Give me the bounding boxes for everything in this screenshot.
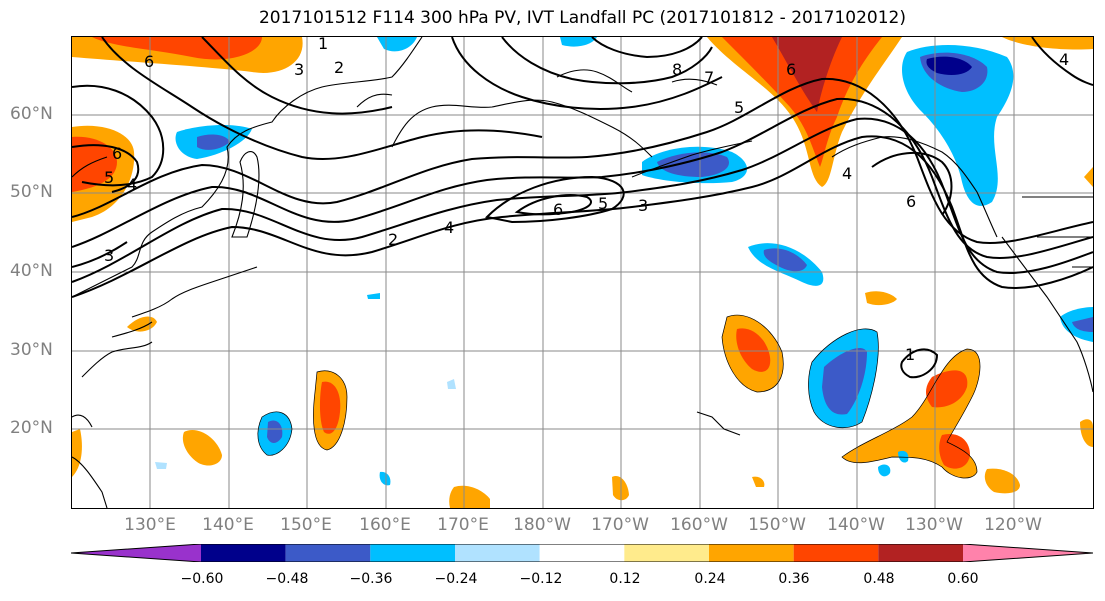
colorbar-swatch [201,544,286,562]
lon-label-140w: 140°W [827,515,885,535]
lon-label-160e: 160°E [359,515,411,535]
colorbar-swatch [709,544,794,562]
colorbar-tick: 0.12 [609,571,641,587]
pv-label-5b: 5 [598,194,608,213]
colorbar-swatch [455,544,540,562]
map-panel: 1 2 3 6 6 5 4 3 2 4 6 5 3 8 7 6 5 4 6 1 … [71,36,1094,509]
colorbar-tick: 0.48 [863,571,895,587]
negative-anomaly-shading [155,37,1093,486]
pv-label-6b: 6 [112,144,122,163]
pv-label-3: 3 [294,60,304,79]
lat-label-40n: 40°N [10,261,53,281]
lat-label-60n: 60°N [10,104,53,124]
colorbar-swatch [793,544,879,562]
pv-label-8: 8 [672,60,682,79]
colorbar-tick: −0.60 [180,571,224,587]
ivt-outlines [257,314,981,479]
pv-label-3b: 3 [104,246,114,265]
pv-label-6c: 6 [553,200,563,219]
colorbar-swatch [71,544,201,562]
pv-contours [72,37,1093,379]
plot-title: 2017101512 F114 300 hPa PV, IVT Landfall… [258,8,906,28]
lon-label-150w: 150°W [748,515,806,535]
colorbar-tick: 0.36 [778,571,810,587]
pv-label-7: 7 [704,68,714,87]
lon-label-120w: 120°W [984,515,1042,535]
lon-label-150e: 150°E [280,515,332,535]
colorbar-tick: −0.12 [519,571,563,587]
pv-label-2b: 2 [388,230,398,249]
colorbar-tick: 0.60 [947,571,979,587]
lon-label-140e: 140°E [202,515,254,535]
colorbar-swatch [878,544,963,562]
pv-label-4c: 4 [842,164,852,183]
pv-label-6e: 6 [906,192,916,211]
map-canvas: 1 2 3 6 6 5 4 3 2 4 6 5 3 8 7 6 5 4 6 1 … [72,37,1093,508]
pv-label-2: 2 [334,58,344,77]
lon-label-180w: 180°W [513,515,571,535]
colorbar-swatch [963,544,1093,562]
pv-label-6d: 6 [786,60,796,79]
colorbar-swatch [285,544,371,562]
lat-label-50n: 50°N [10,182,53,202]
pv-label-5c: 5 [734,98,744,117]
lon-label-170e: 170°E [437,515,489,535]
pv-label-4b: 4 [444,218,454,237]
lon-label-160w: 160°W [670,515,728,535]
pv-label-4d: 4 [1059,50,1069,69]
colorbar-swatch [624,544,709,562]
positive-anomaly-shading [72,37,1093,508]
colorbar-swatch [539,544,625,562]
lon-label-130e: 130°E [124,515,176,535]
pv-contour-labels: 1 2 3 6 6 5 4 3 2 4 6 5 3 8 7 6 5 4 6 1 … [104,37,1069,364]
colorbar [71,544,1093,562]
pv-label-5: 5 [104,168,114,187]
pv-label-4: 4 [127,175,137,194]
lon-label-170w: 170°W [591,515,649,535]
lon-label-130w: 130°W [905,515,963,535]
colorbar-tick: −0.24 [434,571,478,587]
pv-label-6: 6 [144,52,154,71]
colorbar-swatch [370,544,455,562]
colorbar-tick: −0.48 [265,571,309,587]
pv-label-1: 1 [318,37,328,53]
colorbar-tick: −0.36 [349,571,393,587]
pv-label-1b: 1 [905,345,915,364]
lat-label-30n: 30°N [10,340,53,360]
colorbar-tick: 0.24 [694,571,726,587]
pv-label-3c: 3 [638,196,648,215]
lat-label-20n: 20°N [10,418,53,438]
